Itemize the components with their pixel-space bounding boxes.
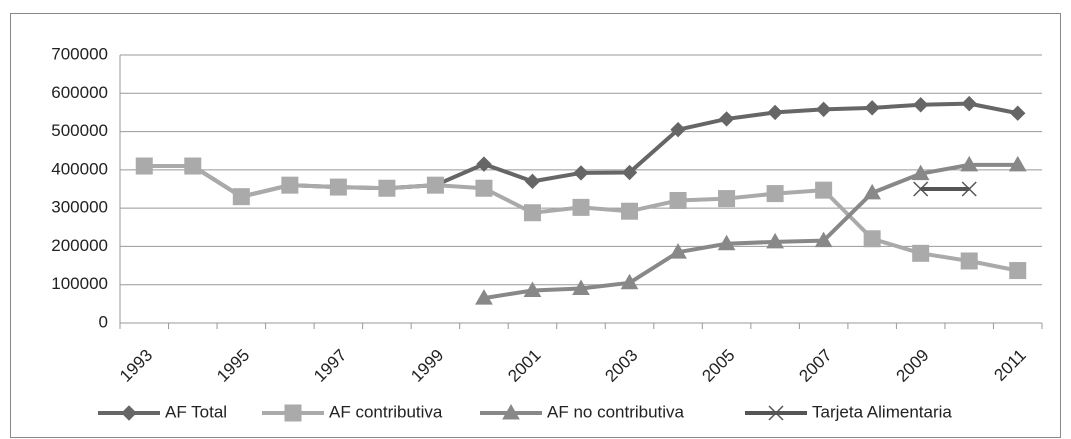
y-tick-label: 200000 [51, 236, 108, 255]
y-tick-label: 400000 [51, 159, 108, 178]
legend-label: Tarjeta Alimentaria [812, 402, 952, 421]
data-point [863, 183, 882, 200]
data-point [524, 173, 541, 190]
data-point [717, 234, 736, 251]
data-point [767, 104, 783, 121]
data-point [961, 95, 977, 112]
y-tick-label: 0 [99, 312, 108, 331]
data-point [960, 252, 978, 270]
data-point [815, 181, 833, 199]
legend-marker [284, 404, 302, 422]
data-point [1008, 155, 1027, 172]
data-point [863, 230, 881, 248]
data-point [281, 176, 299, 194]
y-tick-label: 100000 [51, 274, 108, 293]
data-point [766, 185, 784, 203]
data-point [523, 281, 542, 297]
data-point [621, 202, 639, 220]
data-point [815, 101, 832, 118]
data-point [329, 178, 347, 196]
data-point [766, 232, 784, 249]
data-point [912, 97, 929, 113]
data-point [718, 190, 736, 208]
y-tick-label: 300000 [51, 198, 108, 217]
legend-item: Tarjeta Alimentaria [745, 402, 952, 421]
data-point [378, 179, 396, 197]
legend-marker [502, 403, 520, 420]
data-point [670, 121, 686, 138]
chart-border [10, 13, 1061, 438]
data-point [1010, 105, 1026, 121]
y-tick-label: 700000 [51, 44, 108, 63]
data-point [864, 100, 880, 116]
data-point [621, 164, 638, 181]
legend-item: AF no contributiva [480, 402, 685, 421]
data-point [232, 188, 250, 206]
series-line [483, 162, 1018, 301]
legend-item: AF contributiva [262, 402, 443, 422]
y-tick-label: 600000 [51, 83, 108, 102]
data-point [960, 155, 979, 172]
data-point [718, 111, 735, 127]
data-point [475, 179, 493, 197]
data-point [184, 157, 202, 175]
legend-label: AF Total [165, 402, 227, 421]
data-point [523, 204, 541, 222]
data-point [911, 164, 930, 181]
data-point [913, 181, 929, 197]
data-point [961, 181, 977, 197]
data-point [572, 198, 590, 216]
legend-label: AF no contributiva [547, 402, 685, 421]
legend-marker [121, 405, 137, 421]
data-point [475, 289, 493, 305]
data-point [1009, 262, 1027, 280]
data-point [476, 156, 492, 172]
data-point [620, 273, 639, 290]
data-point [426, 176, 444, 194]
data-point [669, 243, 687, 259]
legend-label: AF contributiva [329, 402, 443, 421]
data-point [669, 191, 687, 209]
y-tick-label: 500000 [51, 121, 108, 140]
legend-item: AF Total [98, 402, 227, 421]
data-point [814, 231, 833, 248]
data-point [135, 157, 153, 175]
data-point [912, 244, 930, 262]
data-point [572, 279, 590, 296]
data-point [573, 165, 589, 181]
legend-marker [768, 405, 784, 421]
